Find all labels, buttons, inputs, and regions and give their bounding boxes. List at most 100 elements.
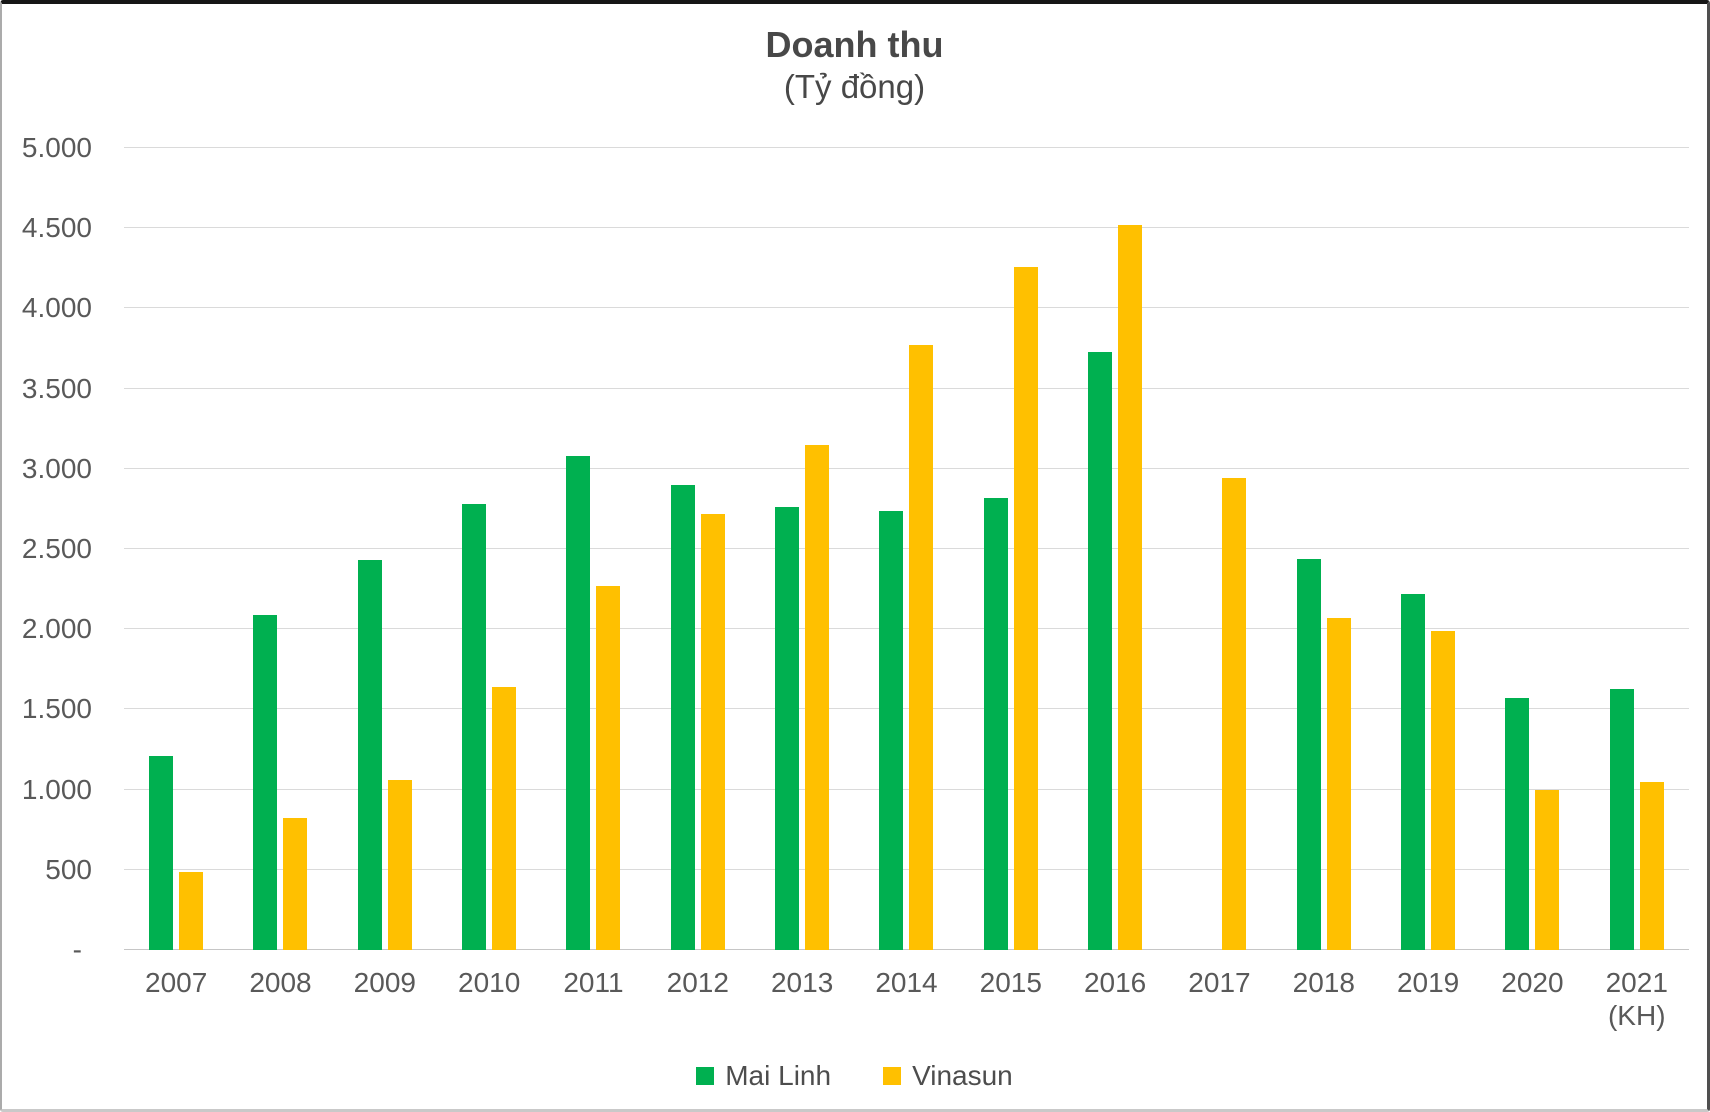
category-group-2017 (1167, 148, 1271, 950)
gridline-1500 (124, 708, 1689, 710)
category-group-2020 (1480, 148, 1584, 950)
category-group-2007 (124, 148, 228, 950)
y-tick-1000: 1.000 (21, 773, 92, 805)
category-group-2016 (1063, 148, 1167, 950)
category-group-2011 (541, 148, 645, 950)
x-tick-line: 2013 (770, 967, 834, 998)
bar-mai-linh-2012 (670, 484, 695, 950)
bar-mai-linh-2015 (983, 497, 1008, 950)
x-tick-2007: 2007 (124, 966, 228, 1032)
gridline-0 (124, 949, 1689, 950)
x-tick-2016: 2016 (1063, 966, 1167, 1032)
y-tick-4000: 4.000 (21, 292, 92, 324)
bar-vinasun-2018 (1326, 617, 1351, 950)
x-tick-2008: 2008 (228, 966, 332, 1032)
x-tick-line: 2019 (1396, 967, 1460, 998)
bar-vinasun-2020 (1535, 789, 1560, 950)
x-tick-line: 2017 (1188, 967, 1251, 998)
y-tick-1500: 1.500 (21, 693, 92, 725)
x-tick-line: 2012 (666, 967, 729, 998)
gridline-3000 (124, 467, 1689, 469)
x-tick-line: 2009 (353, 967, 416, 998)
bar-mai-linh-2014 (879, 510, 904, 950)
y-tick-3500: 3.500 (21, 372, 92, 404)
bars-container (124, 148, 1689, 950)
bar-vinasun-2010 (492, 686, 517, 950)
bar-mai-linh-2013 (775, 507, 800, 950)
x-tick-line: 2007 (145, 967, 208, 998)
legend-label-vinasun: Vinasun (912, 1060, 1013, 1091)
bar-vinasun-2009 (387, 779, 412, 950)
x-tick-2020: 2020 (1480, 966, 1584, 1032)
bar-vinasun-2008 (283, 818, 308, 950)
y-axis-labels: 5.000 4.500 4.000 3.500 3.000 2.500 2.000 1.500… (2, 133, 92, 965)
chart-title: Doanh thu (765, 24, 944, 65)
x-axis-labels: 2007 2008 2009 2010 2011 2012 2013 2014 2015 2016… (124, 966, 1689, 1032)
gridline-2500 (124, 548, 1689, 549)
bar-mai-linh-2016 (1088, 351, 1113, 950)
x-tick-2014: 2014 (854, 966, 958, 1032)
legend: Mai Linh Vinasun (2, 1060, 1707, 1092)
gridline-2000 (124, 628, 1689, 630)
bar-vinasun-2017 (1222, 478, 1247, 950)
gridline-4000 (124, 307, 1689, 309)
gridline-3500 (124, 387, 1689, 389)
x-tick-line: 2018 (1292, 967, 1355, 998)
x-tick-2019: 2019 (1376, 966, 1480, 1032)
x-tick-2012: 2012 (646, 966, 750, 1032)
y-tick-3000: 3.000 (21, 452, 92, 484)
x-tick-2015: 2015 (959, 966, 1063, 1032)
bar-mai-linh-2009 (357, 560, 382, 950)
x-tick-2011: 2011 (541, 966, 645, 1032)
category-group-2008 (228, 148, 332, 950)
gridline-500 (124, 868, 1689, 870)
x-tick-2010: 2010 (437, 966, 541, 1032)
bar-mai-linh-2021-kh (1609, 688, 1634, 950)
x-tick-line: 2010 (458, 967, 521, 998)
chart-subtitle: (Tỷ đồng) (783, 68, 926, 105)
category-group-2019 (1376, 148, 1480, 950)
x-tick-line: 2011 (563, 967, 624, 998)
x-tick-2017: 2017 (1167, 966, 1271, 1032)
y-tick-5000: 5.000 (21, 132, 92, 163)
x-tick-line: (KH) (1607, 1000, 1666, 1031)
bar-mai-linh-2007 (149, 755, 174, 950)
category-group-2009 (333, 148, 437, 950)
bar-vinasun-2012 (700, 513, 725, 950)
bar-mai-linh-2019 (1401, 593, 1426, 950)
x-tick-2013: 2013 (750, 966, 854, 1032)
category-group-2012 (646, 148, 750, 950)
bar-vinasun-2007 (179, 872, 204, 950)
legend-item-mai-linh: Mai Linh (696, 1060, 831, 1092)
x-tick-line: 2020 (1501, 967, 1564, 998)
bar-mai-linh-2008 (253, 614, 278, 950)
bar-vinasun-2014 (909, 345, 934, 950)
y-tick-0: - (72, 934, 82, 965)
legend-swatch-mai-linh (696, 1067, 715, 1085)
legend-item-vinasun: Vinasun (883, 1060, 1013, 1092)
bar-vinasun-2015 (1013, 266, 1038, 950)
bar-mai-linh-2011 (566, 455, 591, 950)
bar-vinasun-2016 (1118, 225, 1143, 950)
legend-label-mai-linh: Mai Linh (725, 1060, 832, 1091)
bar-mai-linh-2018 (1296, 558, 1321, 950)
category-group-2018 (1272, 148, 1376, 950)
x-tick-line: 2021 (1605, 967, 1668, 998)
x-tick-2018: 2018 (1272, 966, 1376, 1032)
category-group-2015 (959, 148, 1063, 950)
x-tick-line: 2014 (875, 967, 938, 998)
y-tick-2000: 2.000 (21, 613, 92, 645)
bar-vinasun-2019 (1431, 630, 1456, 950)
y-tick-4500: 4.500 (21, 212, 92, 244)
category-group-2010 (437, 148, 541, 950)
y-tick-2500: 2.500 (21, 533, 92, 564)
x-tick-line: 2016 (1083, 967, 1147, 998)
bar-vinasun-2021-kh (1639, 781, 1664, 950)
plot-area (124, 147, 1689, 950)
y-tick-500: 500 (45, 853, 92, 885)
x-tick-2009: 2009 (333, 966, 437, 1032)
category-group-2013 (750, 148, 854, 950)
bar-vinasun-2011 (596, 585, 621, 950)
x-tick-line: 2008 (249, 967, 312, 998)
gridline-1000 (124, 788, 1689, 790)
